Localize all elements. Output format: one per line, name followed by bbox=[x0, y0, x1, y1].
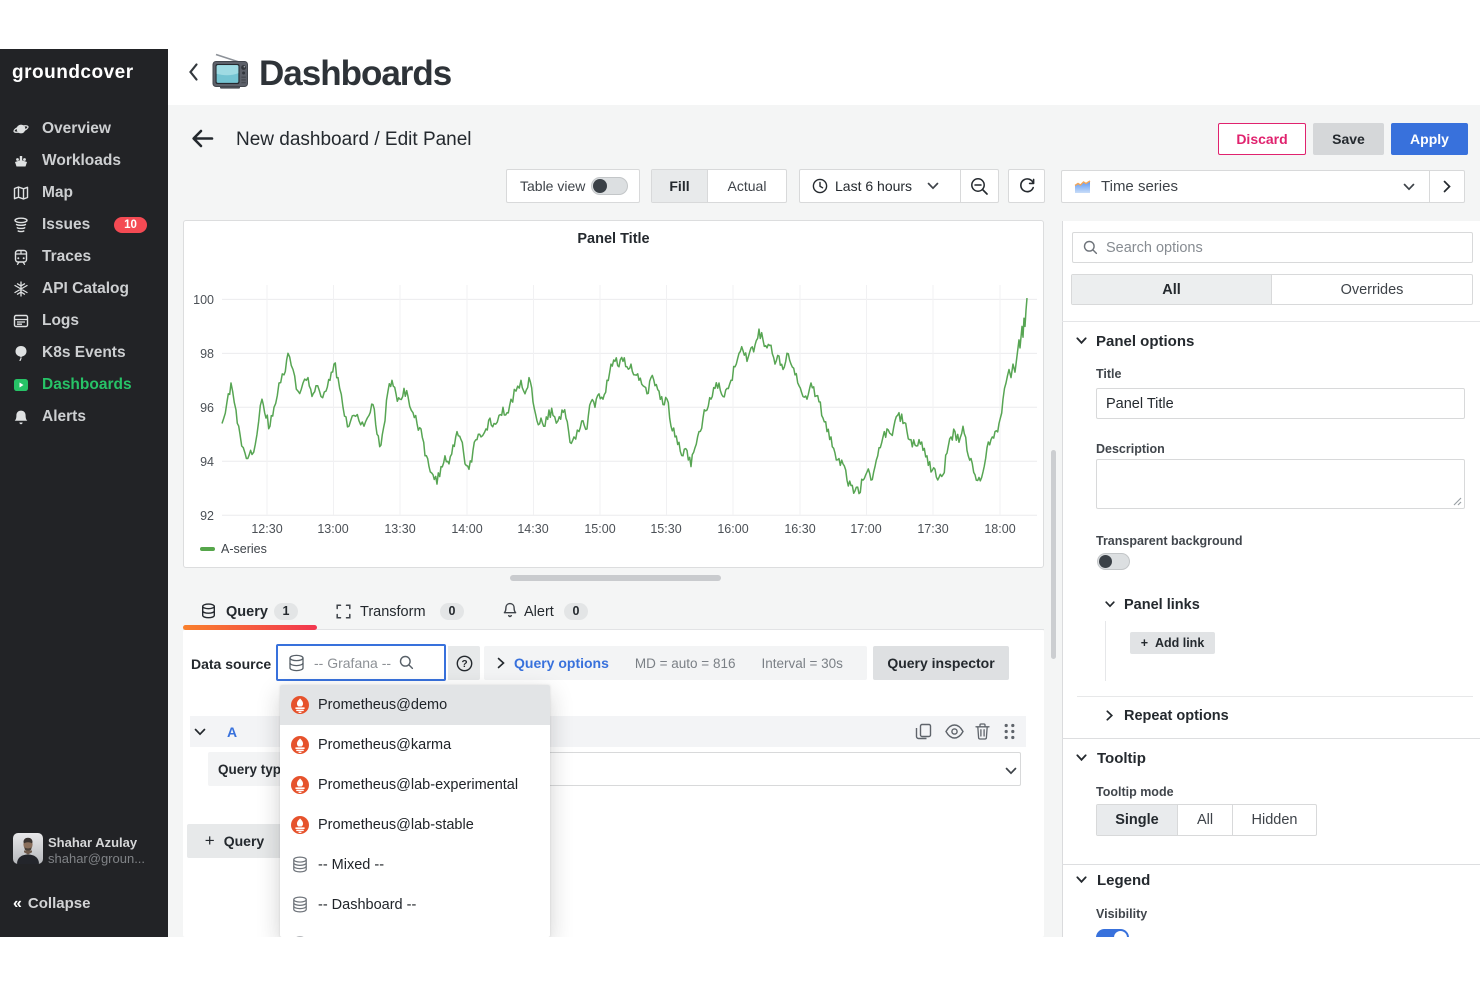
svg-text:15:30: 15:30 bbox=[650, 522, 681, 536]
svg-text:12:30: 12:30 bbox=[251, 522, 282, 536]
svg-text:92: 92 bbox=[200, 509, 214, 523]
svg-text:17:30: 17:30 bbox=[917, 522, 948, 536]
svg-text:14:30: 14:30 bbox=[517, 522, 548, 536]
svg-text:98: 98 bbox=[200, 347, 214, 361]
svg-text:94: 94 bbox=[200, 455, 214, 469]
svg-text:13:00: 13:00 bbox=[317, 522, 348, 536]
svg-text:14:00: 14:00 bbox=[451, 522, 482, 536]
svg-text:100: 100 bbox=[193, 293, 214, 307]
svg-text:13:30: 13:30 bbox=[384, 522, 415, 536]
svg-text:16:00: 16:00 bbox=[717, 522, 748, 536]
svg-text:16:30: 16:30 bbox=[784, 522, 815, 536]
svg-text:15:00: 15:00 bbox=[584, 522, 615, 536]
svg-text:17:00: 17:00 bbox=[850, 522, 881, 536]
svg-text:?: ? bbox=[461, 659, 467, 670]
svg-text:96: 96 bbox=[200, 401, 214, 415]
svg-text:18:00: 18:00 bbox=[984, 522, 1015, 536]
